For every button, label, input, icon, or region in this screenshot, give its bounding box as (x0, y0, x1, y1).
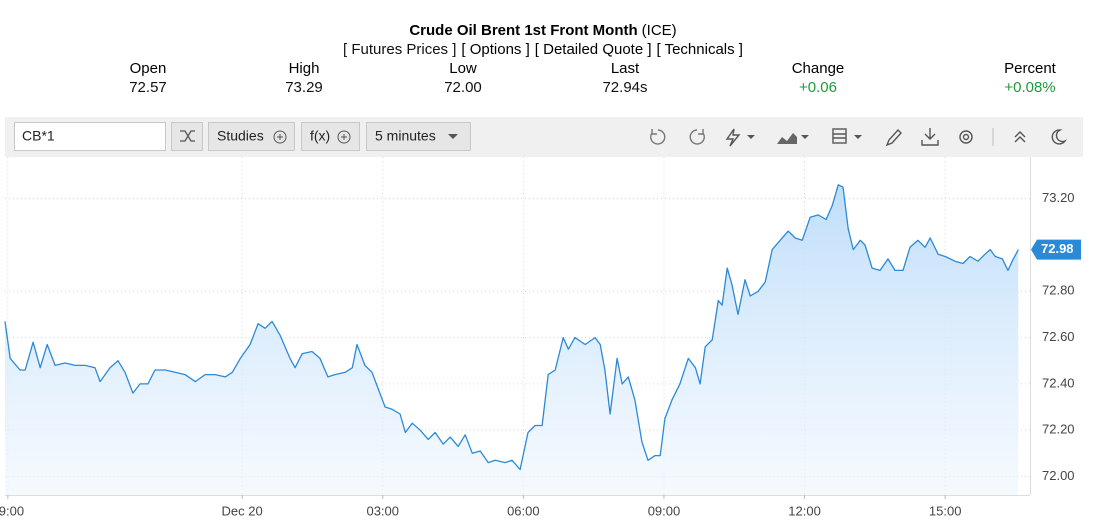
stat-label: Low (449, 60, 477, 77)
download-icon[interactable] (921, 128, 939, 146)
toolbar (5, 117, 1083, 157)
stat-label: Open (130, 60, 167, 77)
area (5, 184, 1019, 496)
redo-icon[interactable] (689, 129, 705, 145)
last-price-label: 72.98 (1041, 241, 1074, 256)
stat-value: 73.29 (285, 79, 323, 96)
link[interactable]: [ Technicals ] (657, 41, 743, 58)
last-price-marker (1031, 239, 1081, 260)
title-line: Crude Oil Brent 1st Front Month (ICE) (409, 22, 676, 39)
stat-value: +0.06 (799, 79, 837, 96)
y-tick-label: 72.40 (1042, 375, 1075, 390)
x-tick-label: 06:00 (507, 503, 540, 518)
symbol: CB*1 (22, 128, 55, 144)
stat-label: Change (792, 60, 845, 77)
icon (337, 130, 351, 144)
undo-icon[interactable] (650, 129, 666, 145)
y-tick-label: 72.80 (1042, 283, 1075, 298)
stat-value: 72.57 (129, 79, 167, 96)
x-tick-label: 15:00 (929, 503, 962, 518)
function-label: f(x) (310, 128, 330, 144)
icon (801, 135, 809, 139)
y-tick-label: 73.20 (1042, 190, 1075, 205)
stat-label: High (289, 60, 320, 77)
y-tick-label: 72.00 (1042, 468, 1075, 483)
stat-value: 72.00 (444, 79, 482, 96)
icon (448, 134, 458, 139)
icon (962, 133, 970, 141)
icon (833, 133, 846, 139)
collapse-icon[interactable] (1014, 131, 1026, 143)
x-tick-label: 03:00 (366, 503, 399, 518)
stat-value: +0.08% (1004, 79, 1055, 96)
y-tick-label: 72.60 (1042, 329, 1075, 344)
layout-icon[interactable] (832, 128, 847, 144)
icon (180, 130, 195, 142)
link[interactable]: [ Detailed Quote ] (535, 41, 652, 58)
stat-label: Percent (1004, 60, 1057, 77)
toolbar-icons (650, 128, 1068, 147)
flash-icon[interactable] (725, 128, 741, 147)
x-tick-label: 09:00 (648, 503, 681, 518)
symbol-box[interactable] (14, 122, 166, 151)
x-tick-label: 12:00 (788, 503, 821, 518)
stats: Open 72.57 High 73.29 Low 72.00 Last 72.94s Chan… (129, 60, 1056, 96)
stat-label: Last (611, 60, 640, 77)
studies-label: Studies (217, 128, 264, 144)
x-tick-label: Dec 20 (222, 503, 263, 518)
icon (277, 134, 283, 140)
theme-icon[interactable] (1051, 129, 1068, 145)
icon (747, 135, 755, 139)
settings-icon[interactable] (959, 130, 973, 144)
icon (341, 134, 347, 140)
title: Crude Oil Brent 1st Front Month (409, 22, 637, 39)
y-tick-label: 72.20 (1042, 422, 1075, 437)
stat-value: 72.94s (602, 79, 647, 96)
links: [ Futures Prices ] [ Options ] [ Detailed … (343, 41, 743, 58)
price-line (4, 184, 1019, 471)
icon (273, 130, 287, 144)
draw-icon[interactable] (885, 128, 902, 147)
link[interactable]: [ Options ] (461, 41, 529, 58)
link[interactable]: [ Futures Prices ] (343, 41, 456, 58)
icon (854, 135, 862, 139)
chart-type-icon[interactable] (777, 133, 797, 144)
exchange: (ICE) (642, 22, 677, 39)
interval-label: 5 minutes (375, 128, 436, 144)
chart: 72.00 72.20 72.40 72.60 72.80 73.20 19:00 Dec 2… (0, 157, 1081, 518)
x-tick-label: 19:00 (0, 503, 24, 518)
